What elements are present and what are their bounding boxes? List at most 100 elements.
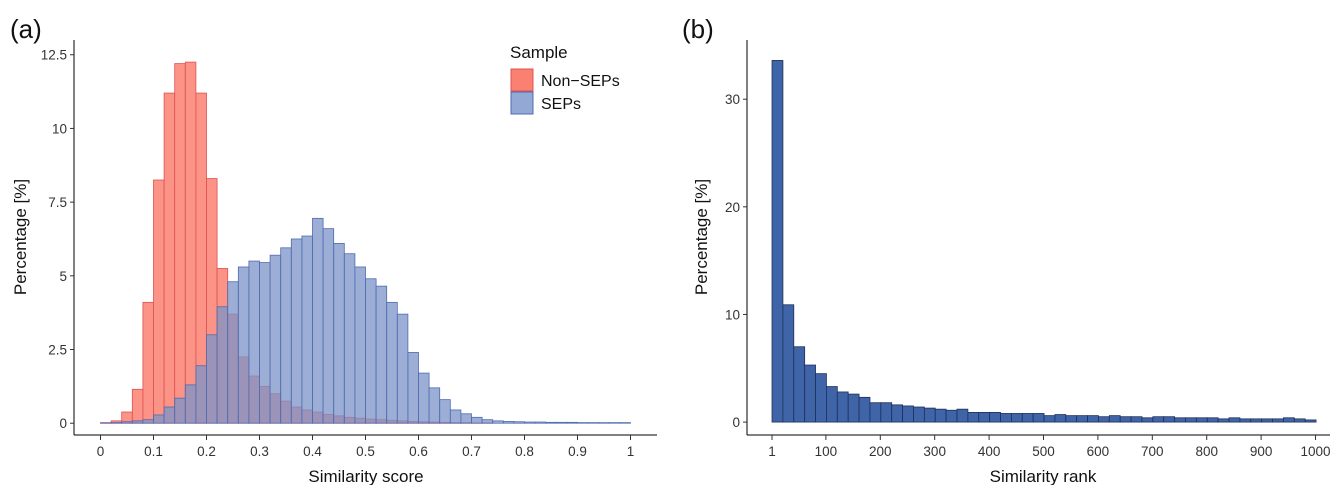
sep-bar	[375, 285, 388, 424]
x-tick-label: 1000	[1300, 444, 1330, 459]
sep-bar	[555, 421, 568, 424]
rank-bar	[978, 411, 991, 423]
sep-bar	[365, 278, 377, 424]
x-tick-label: 0.4	[303, 444, 322, 459]
rank-bar	[1011, 413, 1023, 423]
x-tick-label: 0.5	[356, 444, 375, 459]
nonsep-bar	[153, 179, 165, 424]
sep-bar	[269, 254, 282, 424]
x-tick-label: 0.1	[144, 444, 163, 459]
rank-bar	[1195, 417, 1208, 423]
panel-b-x-axis-title: Similarity rank	[990, 467, 1097, 485]
sep-bar	[227, 281, 239, 424]
sep-bar	[153, 414, 165, 424]
sep-bar	[174, 397, 186, 424]
x-tick-label: 200	[869, 444, 892, 459]
panel-a-sep-bars	[100, 217, 631, 424]
sep-bar	[619, 422, 631, 424]
rank-bar	[771, 60, 784, 423]
sep-bar	[131, 420, 144, 424]
rank-bar	[934, 408, 947, 423]
sep-bar	[492, 420, 504, 424]
sep-bar	[312, 217, 324, 424]
rank-bar	[1130, 416, 1143, 423]
sep-bar	[545, 421, 557, 424]
rank-bar	[1304, 419, 1317, 423]
x-tick-label: 0.2	[197, 444, 216, 459]
sep-bar	[439, 399, 451, 424]
rank-bar	[1228, 417, 1241, 423]
sep-bar	[237, 266, 250, 424]
rank-bar	[815, 373, 827, 423]
y-tick-label: 10	[52, 121, 67, 136]
rank-bar	[847, 393, 860, 423]
legend-title: Sample	[510, 43, 568, 62]
rank-bar	[1206, 417, 1219, 423]
sep-bar	[280, 247, 292, 424]
nonsep-bar	[163, 92, 176, 424]
rank-bar	[1217, 418, 1230, 423]
sep-bar	[343, 253, 356, 424]
rank-bar	[1293, 418, 1306, 423]
rank-bar	[826, 386, 838, 423]
sep-bar	[121, 421, 133, 424]
legend-swatch-nonsep	[510, 68, 534, 92]
sep-bar	[195, 365, 207, 424]
panel-a-label: (a)	[10, 14, 42, 44]
panel-b-bars	[771, 60, 1317, 423]
rank-bar	[1043, 415, 1056, 423]
sep-bar	[163, 406, 176, 424]
x-tick-label: 0.6	[409, 444, 428, 459]
rank-bar	[836, 391, 849, 423]
rank-bar	[1054, 414, 1067, 423]
rank-bar	[1152, 416, 1165, 423]
x-tick-label: 1	[768, 444, 776, 459]
sep-bar	[513, 421, 525, 424]
rank-bar	[1163, 416, 1176, 423]
rank-bar	[782, 304, 795, 423]
x-tick-label: 1	[627, 444, 635, 459]
sep-bar	[301, 235, 313, 424]
rank-bar	[1261, 418, 1273, 423]
sep-bar	[333, 242, 345, 424]
sep-bar	[290, 238, 303, 424]
sep-bar	[534, 421, 547, 424]
rank-bar	[923, 407, 936, 423]
panel-b-y-axis-title: Percentage [%]	[692, 179, 711, 295]
sep-bar	[566, 421, 578, 424]
rank-bar	[1174, 417, 1186, 423]
rank-bar	[1087, 415, 1099, 423]
sep-bar	[577, 422, 589, 424]
sep-bar	[386, 301, 398, 424]
rank-bar	[793, 346, 806, 423]
legend: Sample Non−SEPs SEPs	[510, 43, 620, 115]
sep-bar	[322, 228, 335, 424]
panel-a-y-axis-title: Percentage [%]	[11, 179, 30, 295]
sep-bar	[608, 422, 621, 424]
nonsep-bar	[142, 301, 154, 424]
rank-bar	[1076, 415, 1088, 423]
rank-bar	[891, 404, 903, 423]
y-tick-label: 10	[725, 307, 740, 322]
x-tick-label: 400	[978, 444, 1001, 459]
rank-bar	[989, 411, 1001, 423]
nonsep-bar	[184, 61, 197, 424]
y-tick-label: 0	[732, 415, 740, 430]
sep-bar	[428, 387, 441, 424]
x-tick-label: 0.3	[250, 444, 269, 459]
sep-bar	[216, 306, 229, 424]
panel-a: (a) 0 2.5 5 7.5 10 12.5 0 0.1 0.2 0.3 0.4 0.5 0.6 0.…	[10, 14, 657, 485]
rank-bar	[913, 406, 925, 423]
sep-bar	[259, 262, 271, 424]
y-tick-label: 5	[59, 269, 67, 284]
sep-bar	[248, 260, 260, 424]
legend-swatch-sep	[510, 91, 534, 115]
rank-bar	[1185, 417, 1197, 423]
x-tick-label: 0.8	[515, 444, 534, 459]
sep-bar	[142, 419, 154, 424]
rank-bar	[902, 405, 914, 423]
rank-bar	[1141, 417, 1154, 423]
x-tick-label: 0.7	[462, 444, 481, 459]
sep-bar	[418, 372, 430, 424]
